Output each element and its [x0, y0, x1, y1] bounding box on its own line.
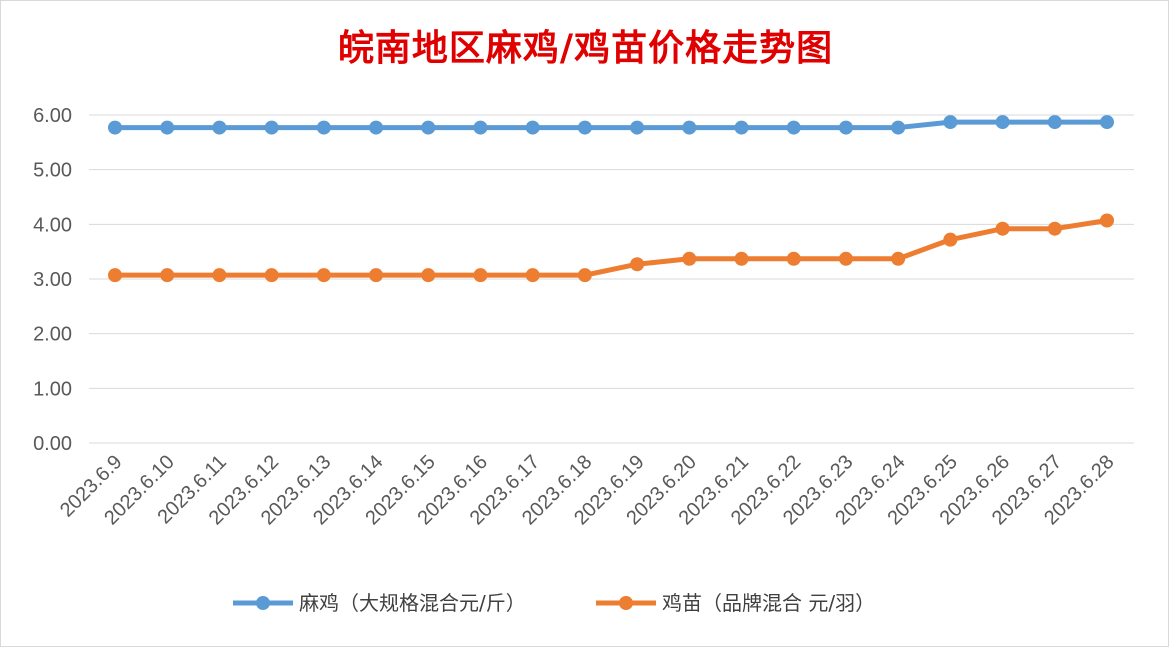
data-point	[212, 120, 227, 135]
y-tick-label: 4.00	[33, 214, 72, 236]
data-point	[786, 251, 801, 266]
y-tick-label: 5.00	[33, 160, 72, 182]
legend-entry-1: 麻鸡（大规格混合元/斤）	[233, 591, 526, 615]
data-point	[577, 268, 592, 283]
data-point	[421, 268, 436, 283]
data-point	[734, 251, 749, 266]
data-point	[212, 268, 227, 283]
data-point	[369, 120, 384, 135]
data-point	[943, 115, 958, 130]
data-point	[421, 120, 436, 135]
series-1	[108, 115, 1114, 135]
data-point	[891, 251, 906, 266]
data-point	[1047, 221, 1062, 236]
y-tick-label: 6.00	[33, 105, 72, 127]
series-2	[108, 213, 1114, 283]
data-point	[160, 268, 175, 283]
data-point	[838, 120, 853, 135]
data-point	[316, 268, 331, 283]
gridlines	[89, 114, 1134, 444]
data-point	[995, 221, 1010, 236]
data-point	[1100, 115, 1114, 130]
data-point	[473, 268, 488, 283]
data-point	[734, 120, 749, 135]
y-tick-label: 0.00	[33, 433, 72, 455]
data-point	[891, 120, 906, 135]
y-tick-label: 2.00	[33, 324, 72, 346]
y-tick-label: 3.00	[33, 269, 72, 291]
data-point	[525, 268, 540, 283]
data-point	[630, 257, 645, 272]
data-point	[316, 120, 331, 135]
data-point	[108, 268, 122, 283]
y-tick-label: 1.00	[33, 378, 72, 400]
legend-entry-2: 鸡苗（品牌混合 元/羽）	[596, 591, 875, 615]
data-point	[682, 120, 697, 135]
chart-title: 皖南地区麻鸡/鸡苗价格走势图	[337, 27, 834, 69]
data-point	[995, 115, 1010, 130]
legend-marker	[256, 596, 270, 610]
data-point	[682, 251, 697, 266]
data-point	[108, 120, 122, 135]
data-point	[1100, 213, 1114, 228]
data-point	[369, 268, 384, 283]
series-line	[112, 119, 1110, 131]
data-point	[577, 120, 592, 135]
data-point	[264, 120, 279, 135]
data-point	[264, 268, 279, 283]
data-point	[630, 120, 645, 135]
data-point	[1047, 115, 1062, 130]
legend-label: 鸡苗（品牌混合 元/羽）	[662, 591, 875, 615]
data-point	[473, 120, 488, 135]
data-point	[838, 251, 853, 266]
data-point	[525, 120, 540, 135]
series-line	[112, 218, 1110, 278]
data-point	[160, 120, 175, 135]
legend-label: 麻鸡（大规格混合元/斤）	[299, 591, 526, 615]
legend-marker	[619, 596, 633, 610]
data-point	[943, 232, 958, 247]
data-point	[786, 120, 801, 135]
